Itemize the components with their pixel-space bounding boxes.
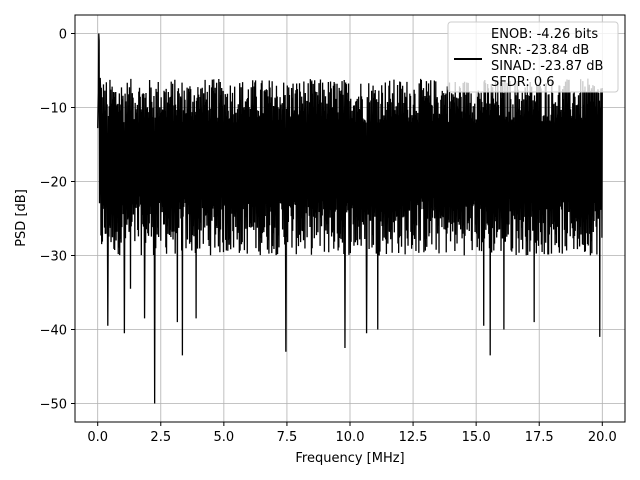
legend-snr: SNR: -23.84 dB (491, 43, 589, 58)
x-tick-label: 7.5 (277, 430, 298, 445)
x-tick-label: 15.0 (462, 430, 491, 445)
y-axis: 0 −10 −20 −30 −40 −50 (40, 28, 75, 413)
x-tick-label: 17.5 (525, 430, 554, 445)
x-tick-label: 10.0 (336, 430, 365, 445)
x-tick-label: 20.0 (588, 430, 617, 445)
y-tick-label: −30 (40, 250, 67, 265)
x-axis-label: Frequency [MHz] (295, 451, 404, 466)
legend-box (447, 21, 619, 93)
y-axis-label: PSD [dB] (14, 189, 29, 247)
x-tick-label: 5.0 (214, 430, 235, 445)
y-tick-label: −10 (40, 102, 67, 117)
x-tick-label: 12.5 (399, 430, 428, 445)
y-tick-label: −20 (40, 176, 67, 191)
y-tick-label: 0 (59, 28, 67, 43)
legend-enob: ENOB: -4.26 bits (491, 27, 598, 42)
y-tick-label: −40 (40, 324, 67, 339)
x-tick-label: 0.0 (87, 430, 108, 445)
psd-series-line (97, 33, 603, 404)
legend-sinad: SINAD: -23.87 dB (491, 59, 603, 74)
y-tick-label: −50 (40, 398, 67, 413)
legend: ENOB: -4.26 bits SNR: -23.84 dB SINAD: -… (447, 21, 619, 93)
x-axis: 0.0 2.5 5.0 7.5 10.0 12.5 15.0 17.5 20.0 (87, 422, 617, 445)
legend-sfdr: SFDR: 0.6 (491, 75, 555, 90)
x-tick-label: 2.5 (150, 430, 171, 445)
